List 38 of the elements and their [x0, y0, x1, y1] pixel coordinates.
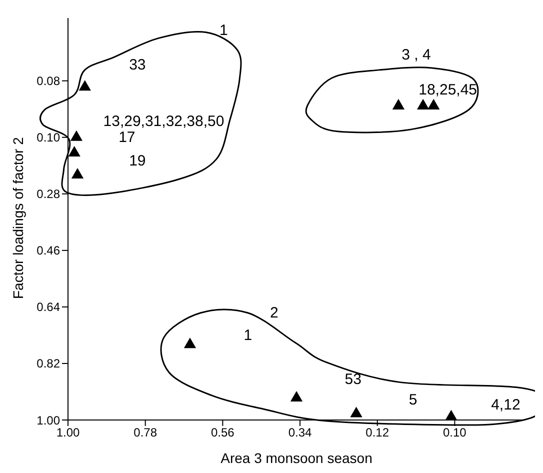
annotation: 1 — [220, 22, 228, 39]
x-tick-label: 0.12 — [366, 426, 390, 440]
y-tick-label: 0.08 — [36, 74, 60, 88]
y-tick-label: 1.00 — [36, 413, 60, 428]
y-tick-label: 0.28 — [36, 187, 60, 202]
point — [70, 130, 83, 141]
point — [71, 168, 84, 179]
annotation: 2 — [270, 304, 278, 322]
annotation: 3 , 4 — [402, 46, 431, 64]
y-tick-label: 0.64 — [36, 300, 60, 314]
point — [290, 390, 303, 402]
point — [392, 98, 405, 110]
y-tick-label: 0.46 — [36, 244, 60, 258]
point — [68, 146, 80, 157]
y-tick-label: 0.82 — [36, 356, 60, 371]
annotation: 33 — [129, 56, 146, 74]
point — [78, 80, 91, 91]
annotation: 13,29,31,32,38,50 — [103, 113, 224, 130]
x-tick-label: 0.78 — [134, 426, 158, 440]
annotation: 53 — [344, 370, 362, 388]
x-tick-label: 0.56 — [210, 426, 235, 440]
x-tick-label: 1.00 — [56, 426, 80, 440]
y-axis-title: Factor loadings of factor 2 — [10, 136, 26, 299]
annotation: 4,12 — [491, 396, 520, 414]
point — [428, 98, 440, 110]
annotation: 17 — [118, 128, 136, 146]
x-tick-label: 0.34 — [288, 426, 312, 440]
point — [350, 406, 362, 418]
point — [184, 338, 196, 348]
point — [445, 410, 458, 420]
annotation: 19 — [129, 152, 146, 170]
x-tick-label: 0.10 — [443, 426, 467, 440]
point — [416, 98, 430, 110]
x-axis-title: Area 3 monsoon season — [220, 450, 372, 466]
annotation: 1 — [244, 327, 252, 344]
y-tick-label: 0.10 — [36, 130, 60, 145]
annotation: 5 — [408, 392, 418, 409]
annotation: 18,25,45 — [418, 81, 478, 98]
